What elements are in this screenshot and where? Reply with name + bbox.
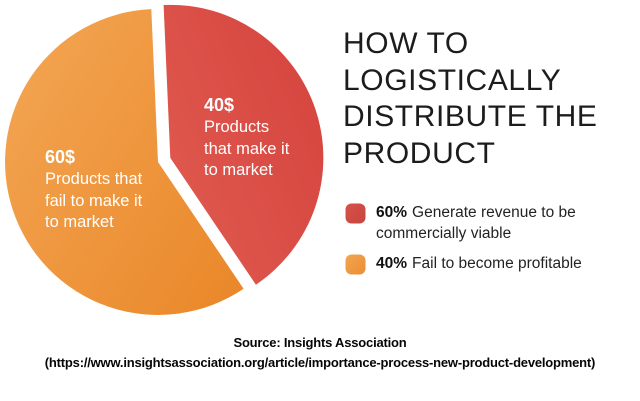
pie-label-40-value: 40$ xyxy=(204,95,235,115)
legend-pct-40: 40% xyxy=(376,255,408,272)
pie-label-60: 60$ Products that fail to make it to mar… xyxy=(45,146,142,234)
pie-label-40-line2: that make it xyxy=(204,139,290,158)
pie-label-40: 40$ Products that make it to market xyxy=(204,94,289,182)
source-line-2: (https://www.insightsassociation.org/art… xyxy=(44,355,596,370)
pie-label-60-value: 60$ xyxy=(45,147,76,167)
legend-swatch-red-icon xyxy=(345,203,366,224)
legend-pct-60: 60% xyxy=(376,204,408,221)
legend-text-60: Generate revenue to be commercially viab… xyxy=(376,204,576,242)
page-title: HOW TO LOGISTICALLY DISTRIBUTE THE PRODU… xyxy=(343,26,598,172)
title-line-1: HOW TO xyxy=(343,27,469,60)
pie-label-60-line1: Products that xyxy=(45,170,143,188)
source-line-1: Source: Insights Association xyxy=(233,335,407,350)
pie-slice-60 xyxy=(5,9,244,315)
pie-label-60-line2: fail to make it xyxy=(45,191,143,210)
pie-chart-svg xyxy=(5,4,324,315)
pie-label-40-line1: Products xyxy=(204,118,270,136)
pie-label-40-line3: to market xyxy=(204,161,273,179)
legend-label-40: 40% Fail to become profitable xyxy=(376,253,621,274)
pie-slice-40 xyxy=(163,4,324,285)
chart-legend: 60% Generate revenue to be commercially v… xyxy=(345,202,621,284)
legend-swatch-orange-icon xyxy=(345,254,366,275)
title-line-2: LOGISTICALLY xyxy=(343,63,562,97)
title-line-3: DISTRIBUTE THE xyxy=(343,100,598,133)
legend-text-40: Fail to become profitable xyxy=(412,255,582,272)
legend-item-60: 60% Generate revenue to be commercially v… xyxy=(345,202,621,244)
title-line-4: PRODUCT xyxy=(343,136,496,170)
legend-label-60: 60% Generate revenue to be commercially v… xyxy=(376,202,621,244)
legend-item-40: 40% Fail to become profitable xyxy=(345,253,621,275)
source-attribution: Source: Insights Association (https://ww… xyxy=(0,333,640,373)
pie-chart: 60$ Products that fail to make it to mar… xyxy=(0,0,340,330)
pie-label-60-line3: to market xyxy=(45,213,114,231)
